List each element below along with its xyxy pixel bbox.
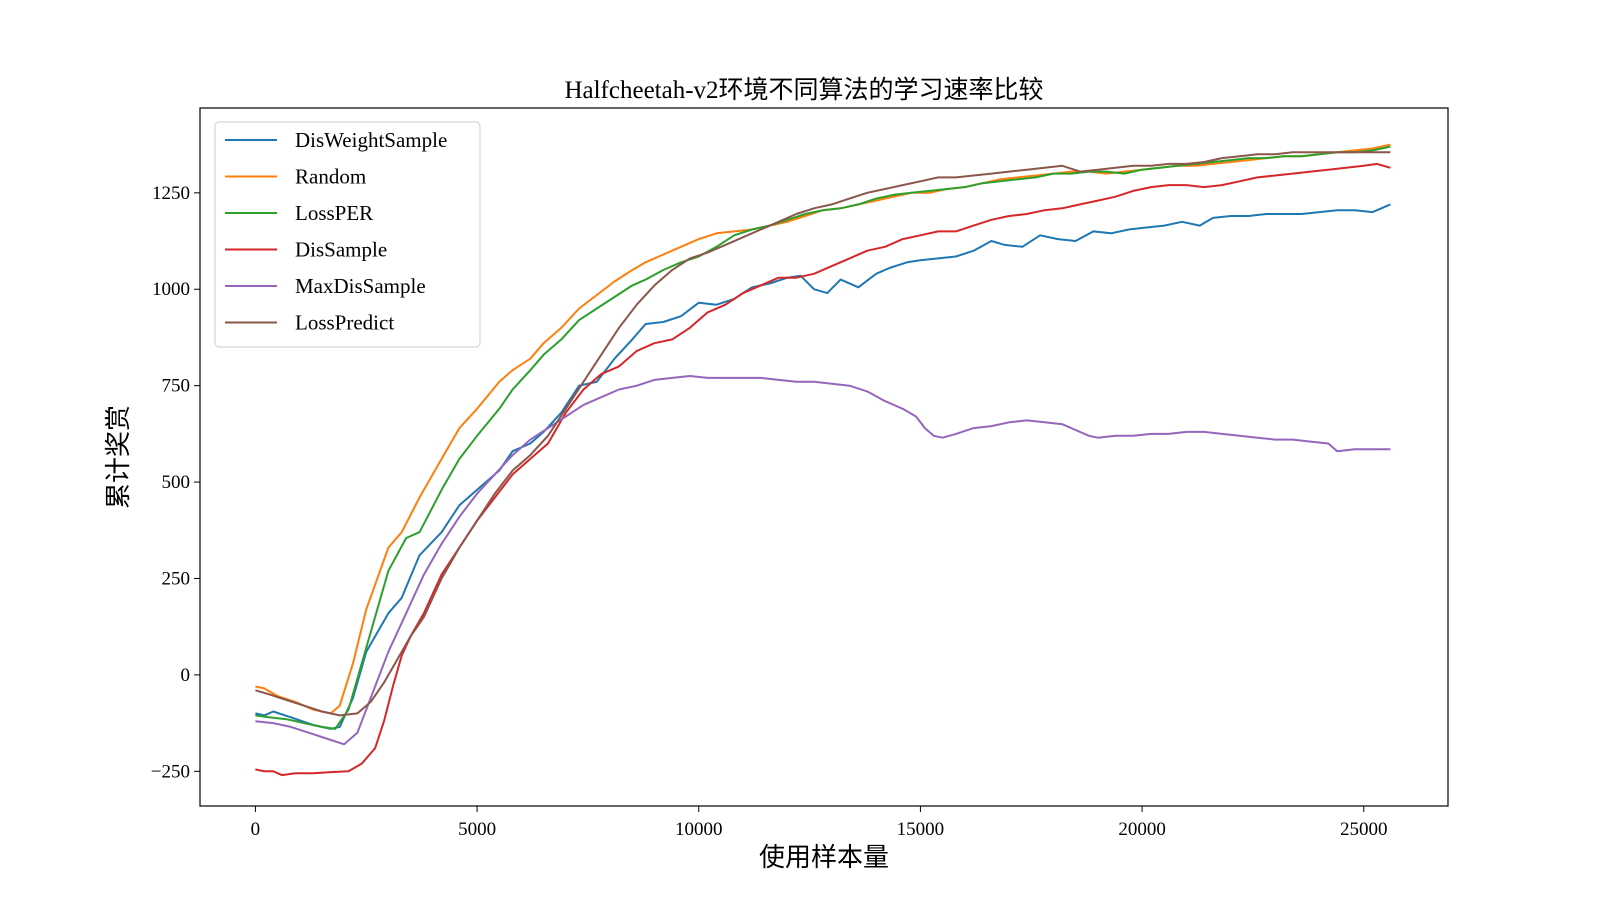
x-tick-label: 20000 bbox=[1118, 819, 1166, 840]
y-tick-label: 1000 bbox=[152, 279, 190, 300]
legend: DisWeightSample Random LossPER DisSample Max… bbox=[214, 121, 481, 348]
legend-box bbox=[214, 121, 481, 348]
y-tick-label: 0 bbox=[181, 665, 191, 686]
legend-label-0: DisWeightSample bbox=[295, 128, 447, 152]
series-line-0 bbox=[255, 203, 1391, 730]
series-line-1 bbox=[255, 143, 1391, 715]
y-tick-label: 500 bbox=[162, 472, 191, 493]
chart-title: Halfcheetah-v2环境不同算法的学习速率比较 bbox=[564, 76, 1043, 104]
x-axis-ticks: 0 5000 10000 15000 20000 25000 bbox=[251, 806, 1388, 840]
plot-frame bbox=[199, 107, 1449, 807]
x-tick-label: 25000 bbox=[1340, 819, 1388, 840]
y-axis-label: 累计奖赏 bbox=[104, 405, 133, 509]
legend-label-2: LossPER bbox=[295, 201, 373, 225]
x-tick-label: 5000 bbox=[458, 819, 496, 840]
x-tick-label: 10000 bbox=[675, 819, 723, 840]
y-tick-label: −250 bbox=[151, 761, 190, 782]
x-tick-label: 15000 bbox=[897, 819, 945, 840]
legend-label-3: DisSample bbox=[295, 238, 387, 262]
series-line-5 bbox=[255, 151, 1391, 717]
legend-label-1: Random bbox=[295, 165, 366, 189]
legend-label-5: LossPredict bbox=[295, 311, 394, 335]
y-tick-label: 750 bbox=[162, 376, 191, 397]
y-axis-ticks: −250 0 250 500 750 1000 1250 bbox=[151, 183, 200, 782]
legend-label-4: MaxDisSample bbox=[295, 274, 426, 298]
x-axis-label: 使用样本量 bbox=[759, 843, 889, 872]
y-tick-label: 1250 bbox=[152, 183, 190, 204]
y-tick-label: 250 bbox=[162, 568, 191, 589]
series-line-4 bbox=[255, 375, 1391, 746]
plot-lines bbox=[255, 143, 1391, 777]
series-line-3 bbox=[255, 162, 1391, 777]
x-tick-label: 0 bbox=[251, 819, 261, 840]
